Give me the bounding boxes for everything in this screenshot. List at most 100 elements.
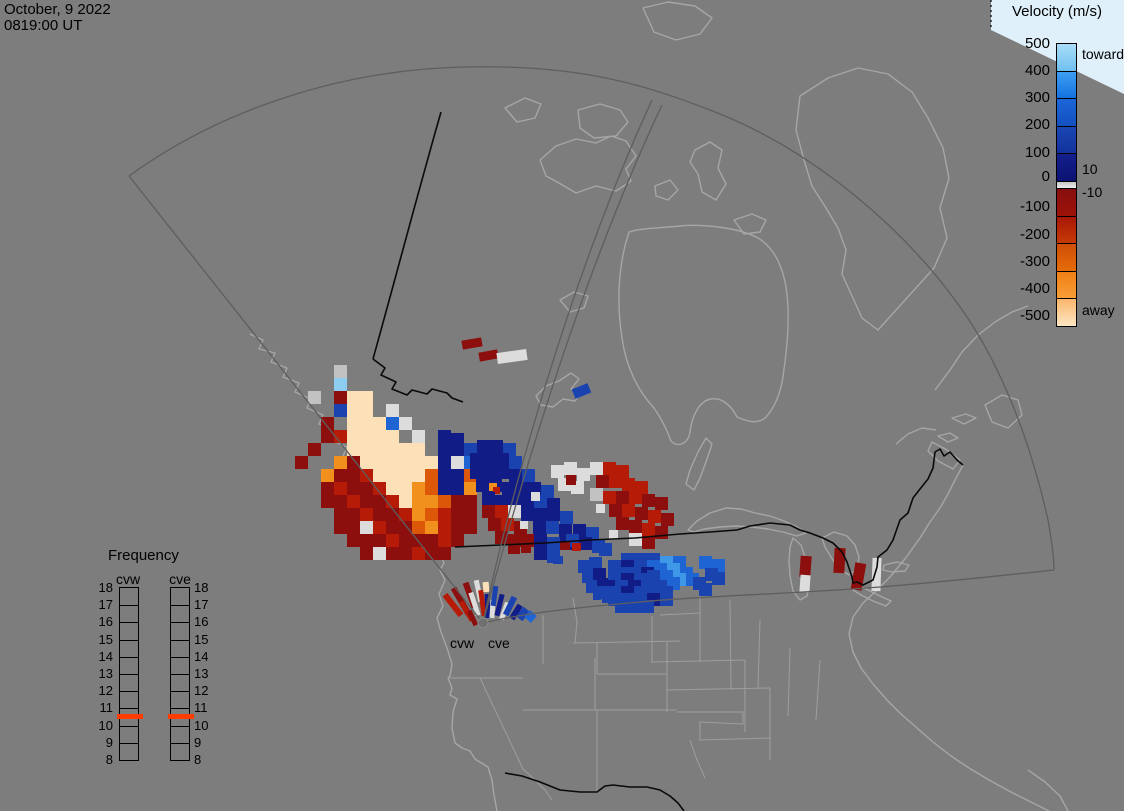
ladder-rung — [120, 622, 138, 639]
velocity-cell — [347, 469, 360, 482]
velocity-cell — [386, 508, 399, 521]
velocity-cell — [360, 430, 373, 443]
frequency-tick-label: 8 — [105, 752, 113, 767]
velocity-cell — [321, 430, 334, 443]
velocity-cell — [425, 495, 438, 508]
colorbar-segment — [1057, 125, 1076, 154]
velocity-cell — [609, 475, 622, 488]
velocity-cell — [642, 523, 655, 536]
velocity-cell — [399, 547, 412, 560]
colorbar-segment — [1057, 180, 1076, 188]
velocity-cell — [528, 482, 541, 495]
cvw-fov-left-edge — [128, 175, 484, 624]
velocity-cell — [534, 508, 547, 521]
velocity-cell — [582, 570, 595, 583]
velocity-cell — [334, 469, 347, 482]
velocity-inner-tick-label: -10 — [1082, 184, 1103, 200]
ladder-rung — [171, 708, 189, 725]
velocity-cell — [661, 513, 674, 526]
velocity-tick-label: 0 — [1041, 168, 1050, 185]
velocity-cell — [334, 508, 347, 521]
cve-fov-left-edge — [482, 104, 663, 624]
velocity-cell — [629, 520, 642, 533]
frequency-tick-label: 18 — [194, 580, 209, 595]
velocity-cell — [603, 491, 616, 504]
frequency-column-label-cvw: cvw — [115, 571, 141, 587]
ladder-rung — [120, 605, 138, 622]
velocity-cell — [438, 547, 451, 560]
velocity-tick-label: 300 — [1024, 89, 1050, 107]
frequency-tick-label: 14 — [194, 648, 209, 664]
velocity-cell — [547, 537, 560, 550]
velocity-cell — [477, 440, 490, 453]
velocity-cell — [593, 568, 606, 581]
velocity-cell — [373, 482, 386, 495]
velocity-tick-label: 200 — [1024, 116, 1050, 134]
radar-site-label-cvw: cvw — [450, 635, 475, 651]
velocity-cell — [321, 469, 334, 482]
velocity-cell — [399, 495, 412, 508]
ladder-rung — [120, 656, 138, 674]
national-borders — [372, 111, 964, 811]
velocity-cell — [451, 495, 464, 508]
velocity-cell — [622, 478, 635, 491]
frequency-tick-label: 16 — [98, 614, 113, 630]
velocity-cell — [321, 482, 334, 495]
colorbar-segment — [1057, 215, 1076, 244]
velocity-cell — [373, 495, 386, 508]
frequency-tick-label: 13 — [98, 666, 113, 681]
velocity-inner-tick-label: 10 — [1082, 161, 1098, 177]
frequency-ladder-cve — [170, 587, 190, 761]
frequency-tick-label: 12 — [98, 683, 113, 699]
velocity-cell — [520, 521, 528, 529]
cvw-fov-right-edge — [482, 99, 653, 624]
radar-site-label-cve: cve — [488, 635, 510, 651]
velocity-cell — [438, 521, 451, 534]
ladder-rung — [171, 691, 189, 708]
velocity-cell — [347, 456, 360, 469]
velocity-cell — [482, 492, 495, 505]
velocity-cell — [412, 430, 425, 443]
velocity-cell — [464, 521, 477, 534]
velocity-cell — [412, 456, 425, 469]
velocity-cell — [425, 508, 438, 521]
velocity-cell — [360, 404, 373, 417]
velocity-cell — [334, 495, 347, 508]
frequency-tick-label: 17 — [194, 597, 209, 613]
velocity-cell — [347, 521, 360, 534]
velocity-cell — [399, 482, 412, 495]
velocity-cell — [373, 508, 386, 521]
velocity-cell — [509, 456, 522, 469]
colorbar-segment — [1057, 98, 1076, 126]
velocity-cell — [412, 508, 425, 521]
velocity-cell — [595, 586, 608, 599]
velocity-colorbar — [1056, 43, 1077, 327]
velocity-cell — [399, 521, 412, 534]
velocity-cell — [373, 521, 386, 534]
velocity-cell — [531, 492, 540, 501]
velocity-cell — [483, 453, 496, 466]
frequency-tick-label: 11 — [99, 700, 114, 716]
frequency-marker-cvw — [117, 713, 143, 719]
frequency-tick-label: 17 — [98, 597, 113, 613]
frequency-tick-label: 16 — [194, 614, 209, 630]
velocity-cell — [546, 521, 559, 534]
velocity-cell — [347, 430, 360, 443]
velocity-cell — [451, 482, 464, 495]
velocity-cell — [373, 456, 386, 469]
velocity-cell — [347, 482, 360, 495]
fov-far-arc — [128, 66, 1055, 571]
velocity-cell — [399, 534, 412, 547]
frequency-legend-title: Frequency — [108, 547, 179, 564]
velocity-cell — [360, 417, 373, 430]
frequency-tick-label: 9 — [194, 734, 202, 750]
velocity-tick-label: 100 — [1024, 143, 1050, 161]
velocity-cell — [438, 508, 451, 521]
velocity-legend-title: Velocity (m/s) — [1012, 3, 1103, 20]
velocity-cell — [590, 462, 603, 475]
frequency-tick-label: 10 — [98, 717, 113, 733]
velocity-cell — [438, 482, 451, 495]
velocity-cell — [596, 475, 609, 488]
velocity-cell — [470, 453, 483, 466]
velocity-cell — [464, 508, 477, 521]
